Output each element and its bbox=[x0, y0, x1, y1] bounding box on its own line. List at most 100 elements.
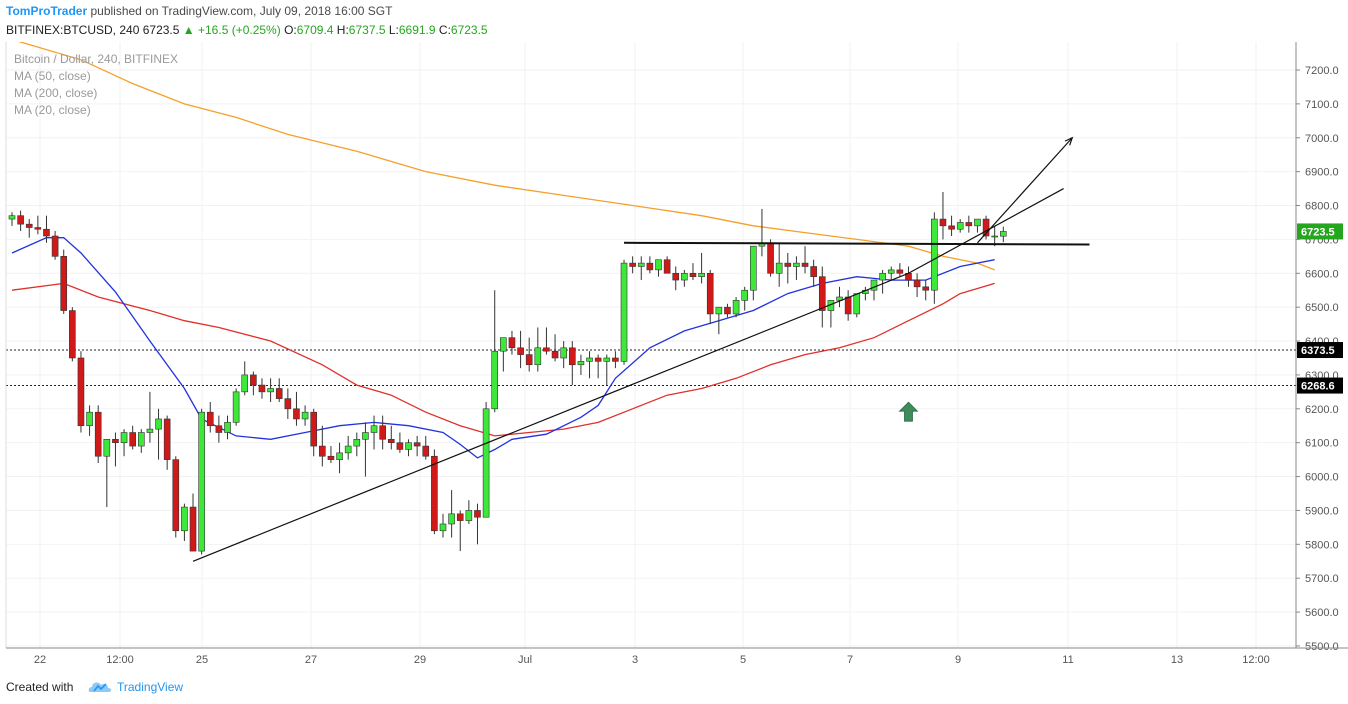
candle-up bbox=[491, 350, 499, 410]
tradingview-brand-link[interactable]: TradingView bbox=[117, 680, 184, 694]
y-tick-label: 6500.0 bbox=[1305, 302, 1339, 314]
candle-down bbox=[663, 259, 671, 274]
candle bbox=[25, 219, 33, 238]
candle bbox=[974, 218, 981, 233]
price-label-box bbox=[1297, 223, 1343, 240]
candle-up bbox=[931, 218, 938, 291]
candle bbox=[655, 259, 662, 277]
candle-up bbox=[86, 411, 93, 427]
candle-up bbox=[8, 215, 16, 220]
candle-up bbox=[620, 262, 628, 362]
candle-down bbox=[172, 459, 180, 532]
candle bbox=[698, 252, 705, 284]
candle-up bbox=[750, 245, 757, 291]
candle bbox=[681, 269, 688, 287]
candle-down bbox=[939, 218, 947, 227]
candle-down bbox=[810, 266, 817, 277]
candle-down bbox=[275, 388, 283, 399]
candle-up bbox=[999, 231, 1007, 237]
x-tick-label: 12:00 bbox=[1242, 654, 1270, 666]
y-tick-label: 6600.0 bbox=[1305, 268, 1339, 280]
published-text: published on TradingView.com, July 09, 2… bbox=[90, 4, 393, 18]
price-chart[interactable]: 7200.07100.07000.06900.06800.06700.06600… bbox=[0, 42, 1348, 672]
candle bbox=[103, 438, 111, 508]
candle bbox=[301, 405, 309, 426]
candle-down bbox=[922, 286, 930, 291]
trendlines bbox=[192, 136, 1090, 562]
ohlc-line: BITFINEX:BTCUSD, 240 6723.5 ▲ +16.5 (+0.… bbox=[6, 23, 488, 37]
candle bbox=[94, 405, 102, 464]
candle-up bbox=[586, 357, 593, 362]
candle bbox=[853, 293, 861, 318]
candle-down bbox=[293, 408, 300, 420]
candle-down bbox=[784, 262, 792, 267]
x-tick-label: 27 bbox=[305, 654, 317, 666]
legend-ma200[interactable]: MA (200, close) bbox=[14, 86, 98, 100]
candle-down bbox=[25, 223, 33, 228]
candle-up bbox=[120, 432, 128, 443]
candle-up bbox=[448, 513, 455, 525]
candle bbox=[155, 408, 162, 460]
candle bbox=[396, 432, 404, 453]
candle-down bbox=[724, 306, 731, 315]
candle bbox=[241, 361, 249, 396]
candle-up bbox=[405, 442, 412, 450]
x-tick-label: 11 bbox=[1062, 654, 1073, 666]
candle bbox=[17, 210, 24, 231]
last-price: 6723.5 bbox=[142, 23, 180, 37]
y-tick-label: 5900.0 bbox=[1305, 505, 1339, 517]
candle bbox=[560, 341, 567, 369]
projection-arrow-head bbox=[1064, 136, 1074, 146]
moving-averages bbox=[11, 42, 995, 459]
candle-up bbox=[146, 428, 154, 433]
legend-ma50[interactable]: MA (50, close) bbox=[14, 69, 91, 83]
candle bbox=[646, 256, 654, 274]
candle bbox=[905, 266, 912, 287]
candle bbox=[43, 215, 50, 243]
candle-down bbox=[387, 438, 395, 443]
candle-up bbox=[560, 347, 567, 359]
candle-down bbox=[982, 218, 990, 237]
candle-up bbox=[500, 337, 507, 352]
legend-ma20[interactable]: MA (20, close) bbox=[14, 103, 91, 117]
candle-up bbox=[655, 259, 662, 271]
ma50-line bbox=[11, 282, 995, 437]
candle bbox=[836, 286, 843, 308]
candle-down bbox=[474, 510, 481, 518]
candle-down bbox=[396, 442, 404, 450]
candle bbox=[387, 425, 395, 450]
candle-down bbox=[60, 256, 68, 311]
candle-down bbox=[215, 425, 223, 433]
y-tick-label: 7000.0 bbox=[1305, 133, 1339, 145]
candle-up bbox=[482, 408, 490, 518]
candle-up bbox=[974, 218, 981, 227]
up-arrow-icon bbox=[898, 401, 919, 422]
candle bbox=[77, 351, 85, 433]
candle bbox=[586, 351, 593, 379]
y-tick-label: 6200.0 bbox=[1305, 404, 1339, 416]
candle-down bbox=[913, 279, 921, 288]
tradingview-logo-icon[interactable] bbox=[88, 679, 112, 695]
candle bbox=[448, 490, 455, 538]
y-tick-label: 7100.0 bbox=[1305, 99, 1339, 111]
price-label: 6268.6 bbox=[1297, 377, 1343, 394]
candle bbox=[879, 269, 886, 294]
candle-down bbox=[844, 296, 852, 315]
candle-up bbox=[603, 357, 611, 362]
candle bbox=[637, 256, 645, 281]
candle bbox=[344, 435, 352, 460]
candle-down bbox=[629, 262, 636, 267]
candle-up bbox=[741, 289, 749, 301]
candle bbox=[8, 212, 16, 226]
y-tick-label: 6000.0 bbox=[1305, 472, 1339, 484]
candle bbox=[999, 226, 1007, 243]
candle bbox=[818, 266, 826, 328]
created-with-text: Created with bbox=[6, 680, 74, 694]
candle-up bbox=[241, 374, 249, 393]
candle bbox=[258, 378, 266, 399]
y-tick-label: 6900.0 bbox=[1305, 167, 1339, 179]
candle-down bbox=[646, 262, 654, 271]
author-link[interactable]: TomProTrader bbox=[6, 4, 88, 18]
candle bbox=[456, 510, 464, 552]
candle bbox=[750, 245, 757, 301]
